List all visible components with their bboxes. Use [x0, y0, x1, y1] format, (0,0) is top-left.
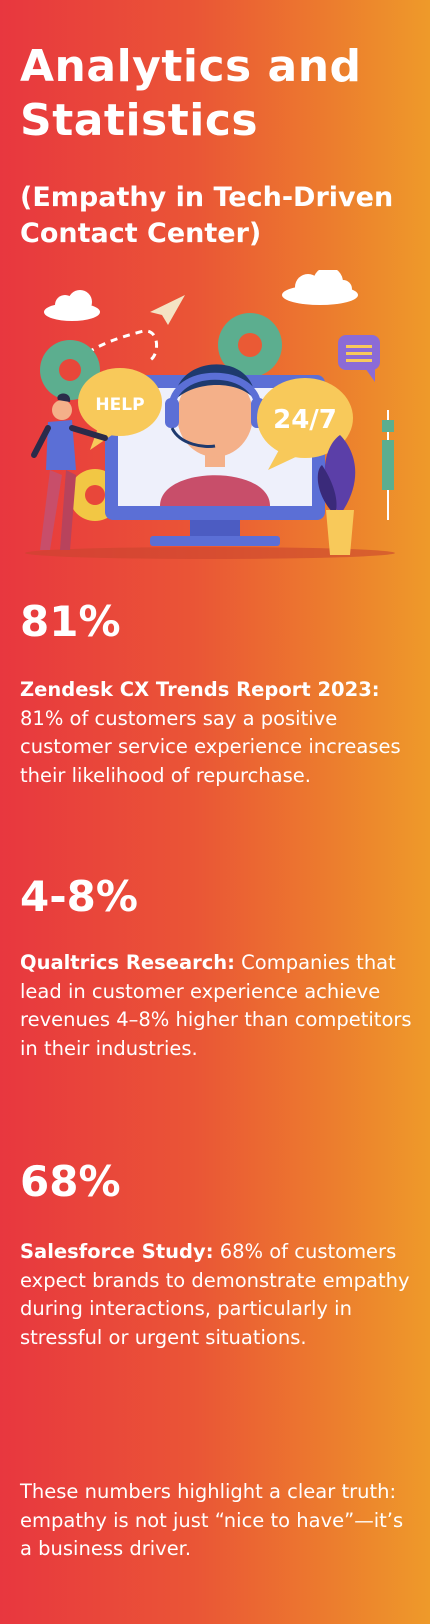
help-speech-bubble: HELP: [78, 368, 162, 450]
subtitle-line-2: Contact Center): [20, 218, 262, 249]
hours-speech-bubble: 24/7: [257, 378, 353, 470]
stat-description-2: Qualtrics Research: Companies that lead …: [20, 949, 415, 1063]
paper-plane-icon: [150, 295, 185, 325]
plant-icon: [317, 435, 356, 555]
person-icon: [31, 393, 108, 550]
stat-value-1: 81%: [20, 597, 121, 646]
subtitle-line-1: (Empathy in Tech-Driven: [20, 182, 394, 213]
page-subtitle: (Empathy in Tech-Driven Contact Center): [20, 180, 420, 252]
stat-value-2: 4-8%: [20, 872, 138, 921]
title-line-1: Analytics and: [20, 41, 362, 92]
stat-source-3: Salesforce Study:: [20, 1240, 214, 1263]
help-bubble-label: HELP: [95, 395, 144, 415]
stat-body-1: 81% of customers say a positive customer…: [20, 706, 401, 787]
stat-value-3: 68%: [20, 1157, 121, 1206]
cloud-icon: [44, 270, 358, 321]
stat-source-1: Zendesk CX Trends Report 2023:: [20, 678, 380, 701]
page-title: Analytics and Statistics: [20, 40, 420, 148]
contact-center-illustration: HELP 24/7: [25, 270, 395, 559]
hours-bubble-label: 24/7: [273, 405, 337, 435]
stat-body-3: 68% of customers expect brands to demons…: [20, 1240, 410, 1349]
stat-description-3: Salesforce Study: 68% of customers expec…: [20, 1238, 415, 1352]
closing-statement: These numbers highlight a clear truth: e…: [20, 1480, 404, 1560]
title-line-2: Statistics: [20, 95, 259, 146]
stat-body-2: Companies that lead in customer experien…: [20, 951, 412, 1060]
stat-description-1: Zendesk CX Trends Report 2023: 81% of cu…: [20, 676, 415, 790]
chat-icon: [338, 335, 380, 382]
candlestick-icon: [382, 410, 394, 520]
stat-source-2: Qualtrics Research:: [20, 951, 235, 974]
